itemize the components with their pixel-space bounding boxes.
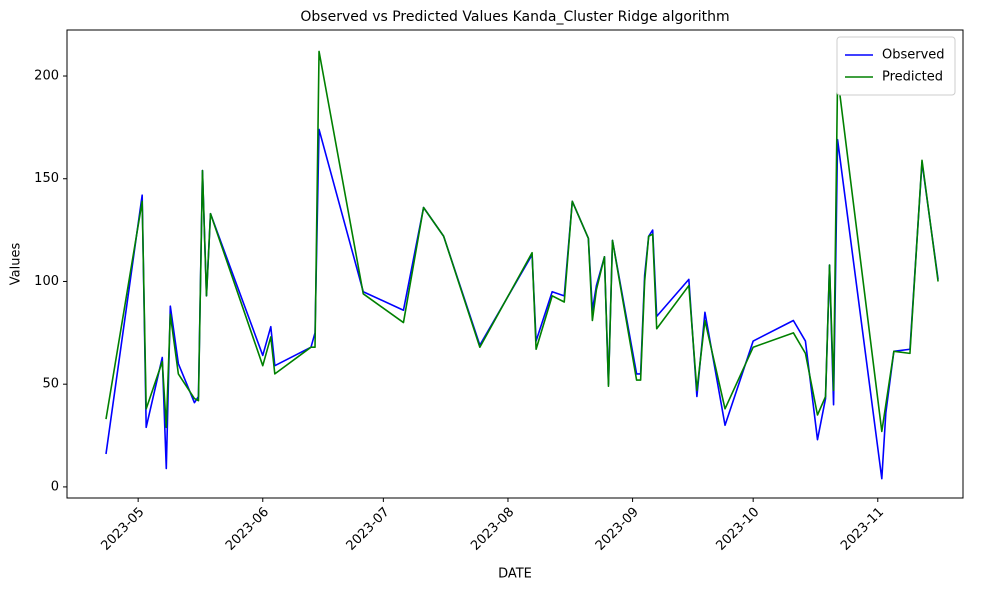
series-line — [105, 128, 939, 480]
legend-label: Predicted — [882, 70, 943, 85]
legend: Observed Predicted — [836, 36, 956, 96]
y-tick-label: 200 — [34, 69, 59, 84]
legend-label: Observed — [882, 48, 945, 63]
y-tick-label: 100 — [34, 274, 59, 289]
x-tick-label: 2023-10 — [713, 505, 762, 554]
x-tick-label: 2023-09 — [593, 505, 642, 554]
x-tick-label: 2023-11 — [838, 505, 887, 554]
x-tick-label: 2023-05 — [98, 505, 147, 554]
chart-title: Observed vs Predicted Values Kanda_Clust… — [300, 9, 729, 25]
y-axis-label: Values — [9, 243, 24, 286]
axes-frame — [66, 29, 964, 499]
y-tick-label: 0 — [51, 479, 59, 494]
x-axis-label: DATE — [498, 567, 532, 582]
x-tick-label: 2023-08 — [468, 505, 517, 554]
x-tick-label: 2023-06 — [223, 505, 272, 554]
x-tick-label: 2023-07 — [344, 505, 393, 554]
series-line — [105, 50, 939, 433]
legend-box — [836, 36, 956, 96]
y-tick-label: 50 — [42, 377, 59, 392]
y-tick-label: 150 — [34, 171, 59, 186]
